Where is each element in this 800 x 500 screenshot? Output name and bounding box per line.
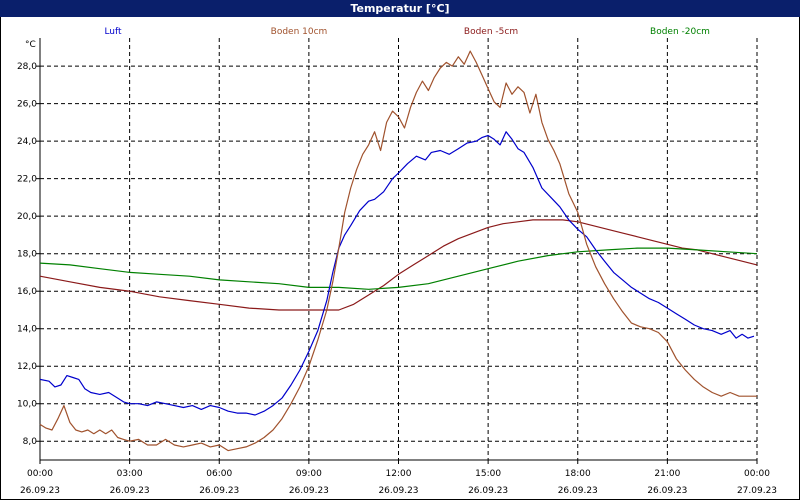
x-tick-date: 26.09.23 xyxy=(20,486,60,496)
x-tick-date: 27.09.23 xyxy=(737,486,777,496)
legend-entry: Boden -20cm xyxy=(650,27,710,37)
y-axis-unit-label: °C xyxy=(25,40,36,50)
y-tick-label: 8,0 xyxy=(23,437,38,447)
x-tick-time: 00:00 xyxy=(27,469,53,479)
y-tick-label: 28,0 xyxy=(17,62,37,72)
legend-entry: Luft xyxy=(104,27,122,37)
series-lines xyxy=(39,50,758,452)
legend-entry: Boden -5cm xyxy=(464,27,518,37)
y-tick-label: 26,0 xyxy=(17,100,37,110)
series-line-3 xyxy=(39,247,758,290)
chart-title: Temperatur [°C] xyxy=(0,0,800,17)
y-tick-label: 14,0 xyxy=(17,325,37,335)
y-tick-label: 22,0 xyxy=(17,175,37,185)
x-tick-time: 12:00 xyxy=(386,469,412,479)
legend: Luft Boden 10cm Boden -5cm Boden -20cm xyxy=(104,27,710,37)
y-tick-labels: 8,0 10,0 12,0 14,0 16,0 18,0 20,0 22,0 24,0 26,0 2… xyxy=(17,62,37,447)
x-tick-time: 09:00 xyxy=(296,469,322,479)
x-tick-date: 26.09.23 xyxy=(558,486,598,496)
series-line-2 xyxy=(39,219,758,311)
x-tick-time: 03:00 xyxy=(117,469,143,479)
x-tick-date: 26.09.23 xyxy=(647,486,687,496)
x-tick-labels: 00:00 26.09.23 03:00 26.09.23 06:00 26.09.23 0… xyxy=(20,469,777,496)
y-tick-label: 20,0 xyxy=(17,212,37,222)
x-tick-date: 26.09.23 xyxy=(199,486,239,496)
x-tick-time: 15:00 xyxy=(475,469,501,479)
x-tick-date: 26.09.23 xyxy=(468,486,508,496)
x-tick-time: 21:00 xyxy=(654,469,680,479)
y-tick-label: 10,0 xyxy=(17,400,37,410)
x-tick-date: 26.09.23 xyxy=(378,486,418,496)
y-tick-label: 24,0 xyxy=(17,137,37,147)
x-tick-time: 18:00 xyxy=(565,469,591,479)
x-tick-date: 26.09.23 xyxy=(289,486,329,496)
x-tick-time: 06:00 xyxy=(206,469,232,479)
y-tick-label: 12,0 xyxy=(17,362,37,372)
legend-entry: Boden 10cm xyxy=(271,27,328,37)
grid xyxy=(36,38,758,464)
series-line-0 xyxy=(39,131,755,416)
series-line-1 xyxy=(39,50,757,452)
y-tick-label: 18,0 xyxy=(17,250,37,260)
x-tick-date: 26.09.23 xyxy=(110,486,150,496)
x-tick-time: 00:00 xyxy=(744,469,770,479)
y-tick-label: 16,0 xyxy=(17,287,37,297)
